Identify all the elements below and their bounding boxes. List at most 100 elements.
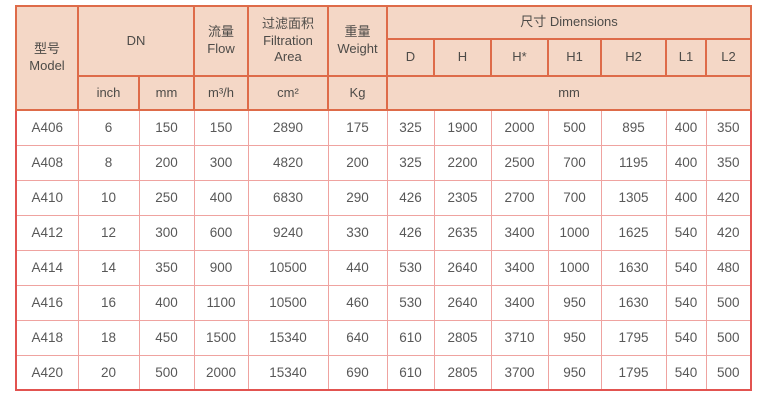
model-cell: A408	[15, 144, 79, 181]
weight-cell: 640	[327, 319, 388, 356]
model-cell: A412	[15, 214, 79, 251]
dim-d-cell: 426	[386, 214, 435, 251]
dim-d-cell: 610	[386, 354, 435, 391]
model-cell: A416	[15, 284, 79, 321]
dim-h-star-cell: 3710	[490, 319, 549, 356]
specification-table: 型号 Model DN 流量 Flow 过滤面积 Filtration Area…	[15, 5, 753, 391]
dn-mm-cell: 350	[138, 249, 195, 286]
filtration-area-cell: 4820	[247, 144, 329, 181]
dn-inch-cell: 12	[77, 214, 140, 251]
dim-l1-cell: 400	[665, 144, 707, 181]
dim-l2-cell: 480	[705, 249, 753, 286]
dim-h1-cell: 700	[547, 144, 602, 181]
filtration-area-cell: 15340	[247, 354, 329, 391]
dim-l2-cell: 420	[705, 214, 753, 251]
header-unit-mm: mm	[138, 75, 195, 111]
dn-inch-cell: 14	[77, 249, 140, 286]
dn-inch-cell: 8	[77, 144, 140, 181]
header-filtration-area: 过滤面积 Filtration Area	[247, 5, 329, 77]
header-dn: DN	[77, 5, 195, 77]
dim-h2-cell: 1305	[600, 179, 667, 216]
dim-d-cell: 325	[386, 109, 435, 146]
flow-cell: 900	[193, 249, 249, 286]
filtration-area-cell: 15340	[247, 319, 329, 356]
dim-h-cell: 2640	[433, 249, 492, 286]
dim-h2-cell: 1795	[600, 319, 667, 356]
flow-cell: 400	[193, 179, 249, 216]
dim-l2-cell: 500	[705, 354, 753, 391]
header-unit-area: cm²	[247, 75, 329, 111]
dn-inch-cell: 16	[77, 284, 140, 321]
dim-h-cell: 2640	[433, 284, 492, 321]
dim-l1-cell: 540	[665, 214, 707, 251]
dim-l2-cell: 500	[705, 284, 753, 321]
dim-h-star-cell: 3700	[490, 354, 549, 391]
table-row: A414 14 350 900 10500 440 530 2640 3400 1000 1630 5…	[15, 249, 753, 286]
dn-mm-cell: 500	[138, 354, 195, 391]
dim-h-cell: 1900	[433, 109, 492, 146]
table-row: A408 8 200 300 4820 200 325 2200 2500 700 1195 400 3…	[15, 144, 753, 181]
weight-cell: 290	[327, 179, 388, 216]
dim-h2-cell: 1630	[600, 284, 667, 321]
header-row-units: inch mm m³/h cm² Kg mm	[16, 75, 753, 111]
table-row: A420 20 500 2000 15340 690 610 2805 3700 950 1795 5…	[15, 354, 753, 391]
dim-l1-cell: 400	[665, 109, 707, 146]
dim-l2-cell: 500	[705, 319, 753, 356]
dim-h-cell: 2305	[433, 179, 492, 216]
header-unit-dimensions: mm	[385, 75, 753, 111]
weight-cell: 440	[327, 249, 388, 286]
dim-l2-cell: 350	[705, 109, 753, 146]
dim-l2-cell: 350	[705, 144, 753, 181]
header-flow: 流量 Flow	[193, 5, 249, 77]
filtration-area-cell: 2890	[247, 109, 329, 146]
header-dim-l2: L2	[704, 38, 753, 77]
header-dim-d: D	[386, 38, 435, 77]
header-unit-inch: inch	[77, 75, 140, 111]
model-cell: A418	[15, 319, 79, 356]
dn-mm-cell: 250	[138, 179, 195, 216]
header-unit-weight: Kg	[327, 75, 388, 111]
dim-h-cell: 2805	[433, 319, 492, 356]
model-cell: A410	[15, 179, 79, 216]
dim-d-cell: 530	[386, 284, 435, 321]
dim-h-star-cell: 2500	[490, 144, 549, 181]
flow-cell: 1500	[193, 319, 249, 356]
dim-h1-cell: 950	[547, 284, 602, 321]
flow-cell: 2000	[193, 354, 249, 391]
dim-d-cell: 325	[386, 144, 435, 181]
dim-h-star-cell: 3400	[490, 214, 549, 251]
header-weight: 重量 Weight	[327, 5, 388, 77]
dim-h1-cell: 1000	[547, 249, 602, 286]
dim-d-cell: 530	[386, 249, 435, 286]
filtration-area-cell: 10500	[247, 284, 329, 321]
dn-mm-cell: 300	[138, 214, 195, 251]
dim-h-cell: 2200	[433, 144, 492, 181]
dim-h2-cell: 1795	[600, 354, 667, 391]
header-dim-h1: H1	[547, 38, 602, 77]
header-dim-h: H	[433, 38, 492, 77]
table-header: 型号 Model DN 流量 Flow 过滤面积 Filtration Area…	[15, 5, 753, 111]
dim-l1-cell: 540	[665, 319, 707, 356]
weight-cell: 460	[327, 284, 388, 321]
header-row-dimensions: D H H* H1 H2 L1 L2	[16, 38, 753, 77]
model-cell: A414	[15, 249, 79, 286]
dim-h-star-cell: 3400	[490, 284, 549, 321]
weight-cell: 330	[327, 214, 388, 251]
table-row: A418 18 450 1500 15340 640 610 2805 3710 950 1795 5…	[15, 319, 753, 356]
dim-d-cell: 610	[386, 319, 435, 356]
dn-mm-cell: 450	[138, 319, 195, 356]
dn-inch-cell: 20	[77, 354, 140, 391]
dim-l1-cell: 540	[665, 284, 707, 321]
dn-inch-cell: 18	[77, 319, 140, 356]
header-dim-h-star: H*	[490, 38, 549, 77]
header-dimensions: 尺寸 Dimensions	[385, 5, 753, 40]
dim-l2-cell: 420	[705, 179, 753, 216]
flow-cell: 300	[193, 144, 249, 181]
table-row: A406 6 150 150 2890 175 325 1900 2000 500 895 400 35…	[15, 109, 753, 146]
header-model: 型号 Model	[15, 5, 79, 111]
flow-cell: 1100	[193, 284, 249, 321]
model-cell: A406	[15, 109, 79, 146]
dim-h2-cell: 895	[600, 109, 667, 146]
filtration-area-cell: 6830	[247, 179, 329, 216]
model-cell: A420	[15, 354, 79, 391]
